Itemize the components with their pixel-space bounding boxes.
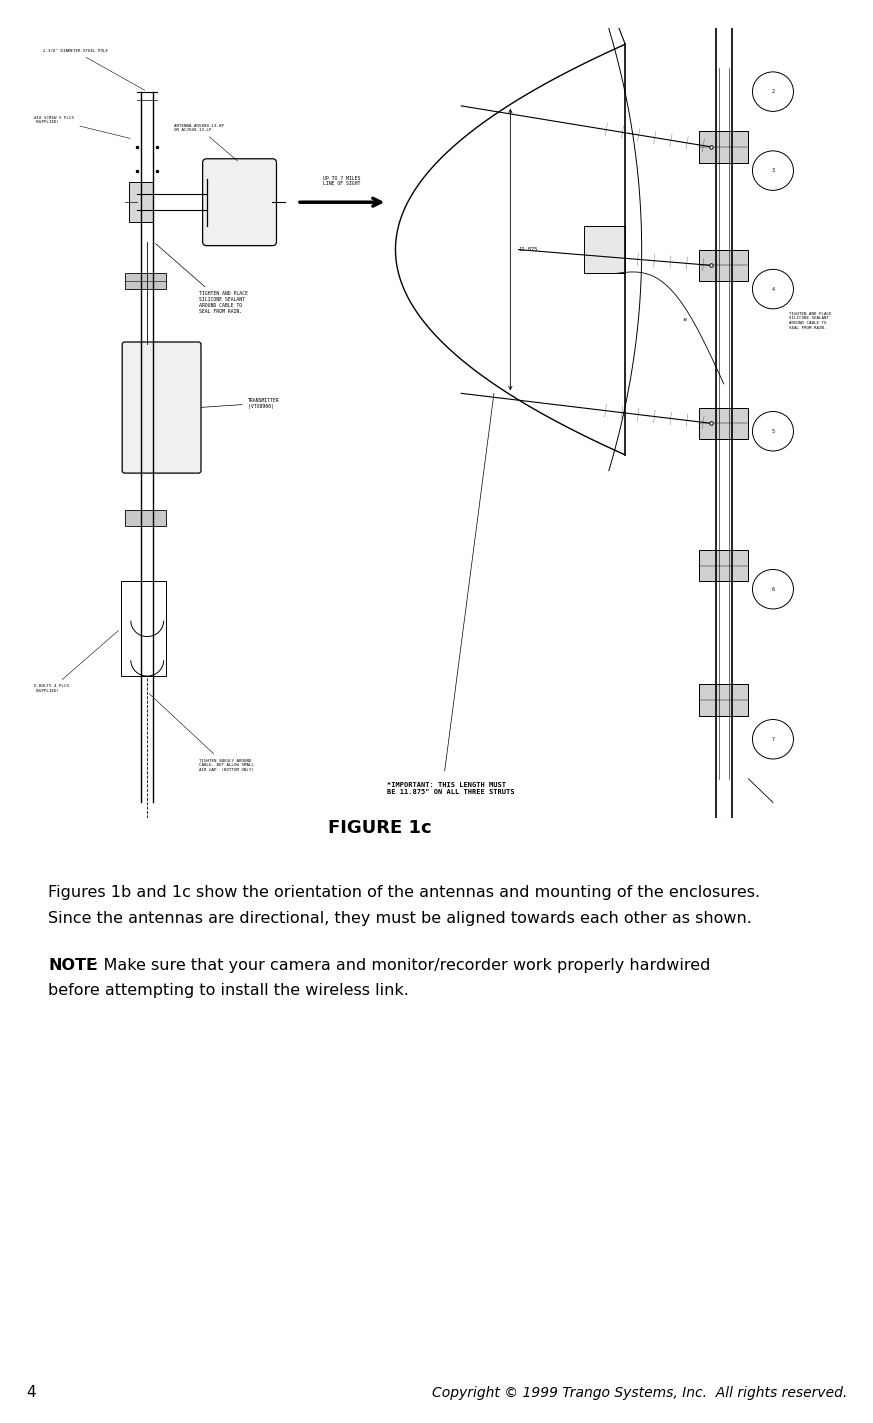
Text: 5: 5 [772, 428, 774, 434]
Text: FIGURE 1c: FIGURE 1c [328, 820, 431, 837]
Text: UP TO 7 MILES
LINE OF SIGHT: UP TO 7 MILES LINE OF SIGHT [323, 175, 361, 186]
Bar [129, 182, 154, 222]
Text: ANTENNA AD5800-13-8P
OR AC2500-13-LP: ANTENNA AD5800-13-8P OR AC2500-13-LP [174, 124, 237, 161]
Text: 2: 2 [772, 90, 774, 94]
Text: TIGHTEN AND PLACE
SILICONE SEALANT
AROUND CABLE TO
SEAL FROM RAIN.: TIGHTEN AND PLACE SILICONE SEALANT AROUN… [155, 243, 247, 314]
Bar [699, 407, 748, 440]
Text: TIGHTEN AND PLACE
SILICONE SEALANT
AROUND CABLE TO
SEAL FROM RAIN.: TIGHTEN AND PLACE SILICONE SEALANT AROUN… [789, 312, 832, 330]
Text: U-BOLTS 4 PLCS
(SUPPLIED): U-BOLTS 4 PLCS (SUPPLIED) [34, 630, 119, 693]
Text: 30: 30 [683, 317, 688, 322]
Text: before attempting to install the wireless link.: before attempting to install the wireles… [48, 983, 409, 999]
Text: Copyright © 1999 Trango Systems, Inc.  All rights reserved.: Copyright © 1999 Trango Systems, Inc. Al… [431, 1386, 847, 1400]
Text: 3: 3 [772, 168, 774, 174]
FancyBboxPatch shape [122, 342, 201, 472]
Text: 11.875: 11.875 [519, 248, 538, 252]
Text: Figures 1b and 1c show the orientation of the antennas and mounting of the enclo: Figures 1b and 1c show the orientation o… [48, 885, 760, 901]
Bar [120, 582, 166, 676]
Text: 4: 4 [772, 286, 774, 292]
Text: NOTE: NOTE [48, 958, 97, 973]
Bar [699, 131, 748, 162]
Text: 7: 7 [772, 737, 774, 741]
Text: 6: 6 [772, 586, 774, 592]
Text: TRANSMITTER
(VTX8900): TRANSMITTER (VTX8900) [202, 398, 279, 408]
Text: TIGHTEN SNUGLY AROUND
CABLE, BUT ALLOW SMALL
AIR GAP. (BOTTOM ONLY): TIGHTEN SNUGLY AROUND CABLE, BUT ALLOW S… [149, 694, 253, 771]
Text: Since the antennas are directional, they must be aligned towards each other as s: Since the antennas are directional, they… [48, 911, 752, 926]
Bar [584, 226, 625, 273]
Text: : Make sure that your camera and monitor/recorder work properly hardwired: : Make sure that your camera and monitor… [93, 958, 711, 973]
Bar [699, 549, 748, 582]
Text: #10 SCREW 5 PLCS
(SUPPLIED): #10 SCREW 5 PLCS (SUPPLIED) [34, 115, 130, 138]
Bar [699, 684, 748, 716]
Text: 2-3/8" DIAMETER STEEL POLE: 2-3/8" DIAMETER STEEL POLE [43, 50, 145, 90]
Bar [699, 249, 748, 282]
Text: *IMPORTANT: THIS LENGTH MUST
BE 11.875" ON ALL THREE STRUTS: *IMPORTANT: THIS LENGTH MUST BE 11.875" … [388, 781, 515, 794]
FancyBboxPatch shape [203, 159, 277, 246]
Bar [125, 273, 166, 289]
Text: 4: 4 [26, 1385, 36, 1400]
Bar [125, 511, 166, 527]
